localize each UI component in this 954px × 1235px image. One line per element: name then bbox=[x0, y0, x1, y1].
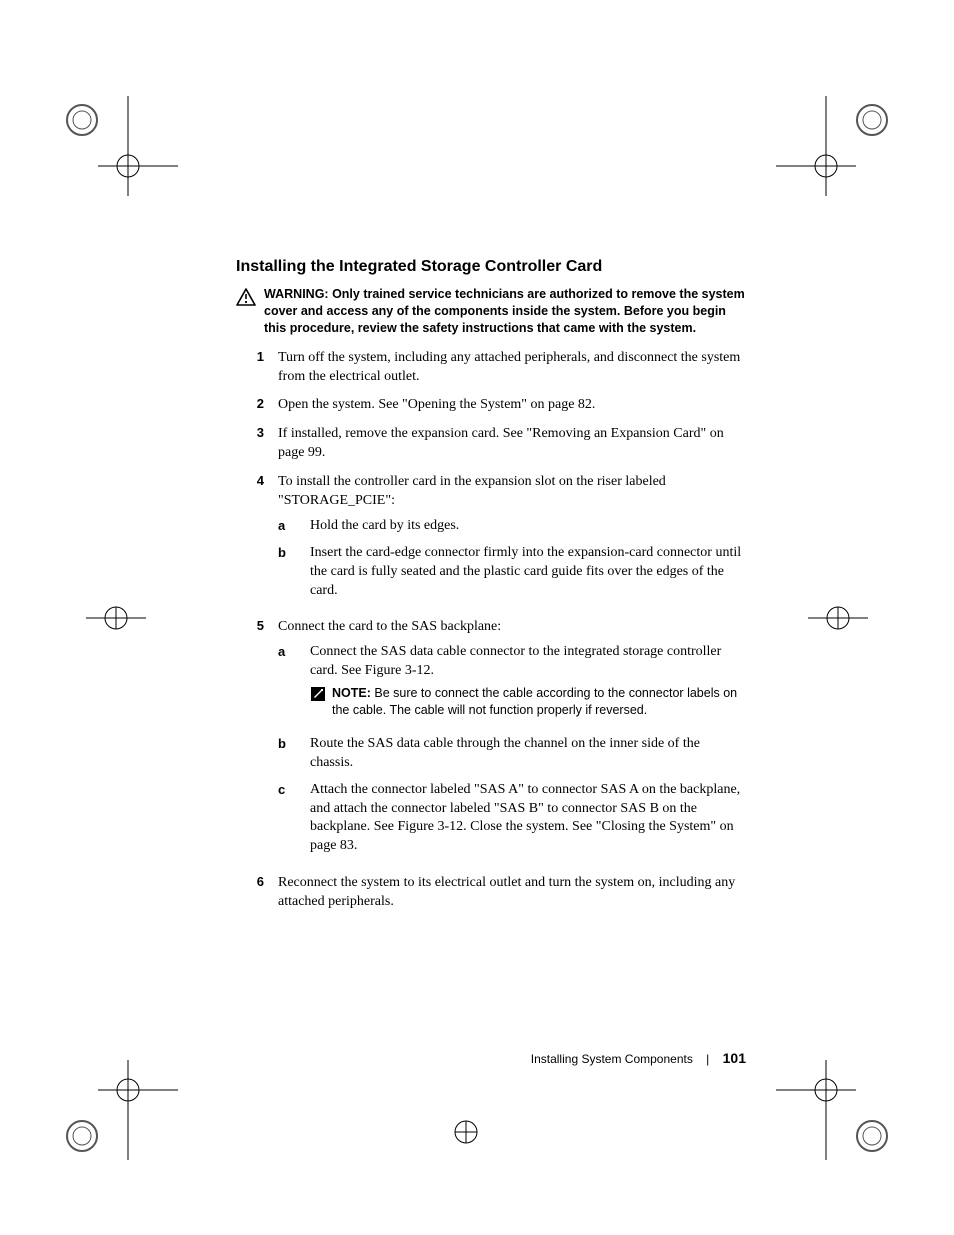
page-footer: Installing System Components | 101 bbox=[236, 1050, 746, 1066]
note-icon bbox=[310, 685, 332, 719]
crop-mark-icon bbox=[58, 1060, 178, 1160]
page-number: 101 bbox=[723, 1050, 746, 1066]
step-4a: Hold the card by its edges. bbox=[278, 517, 746, 536]
warning-body: Only trained service technicians are aut… bbox=[264, 287, 745, 335]
step-text: Connect the card to the SAS backplane: C… bbox=[278, 618, 746, 864]
step-6: Reconnect the system to its electrical o… bbox=[236, 874, 746, 912]
step-5b: Route the SAS data cable through the cha… bbox=[278, 735, 746, 773]
crop-mark-icon bbox=[86, 598, 146, 638]
warning-text: WARNING: Only trained service technician… bbox=[264, 286, 746, 337]
warning-label: WARNING: bbox=[264, 287, 329, 301]
substep-list: Connect the SAS data cable connector to … bbox=[278, 643, 746, 856]
note-text: NOTE: Be sure to connect the cable accor… bbox=[332, 685, 746, 719]
note-block: NOTE: Be sure to connect the cable accor… bbox=[310, 685, 746, 719]
step-4: To install the controller card in the ex… bbox=[236, 473, 746, 608]
footer-separator: | bbox=[706, 1052, 709, 1066]
footer-section: Installing System Components bbox=[531, 1052, 693, 1066]
step-4-lead: To install the controller card in the ex… bbox=[278, 474, 666, 508]
crop-mark-icon bbox=[776, 1060, 896, 1160]
substep-list: Hold the card by its edges. Insert the c… bbox=[278, 517, 746, 601]
step-5-lead: Connect the card to the SAS backplane: bbox=[278, 619, 501, 634]
section-title: Installing the Integrated Storage Contro… bbox=[236, 258, 746, 276]
warning-block: WARNING: Only trained service technician… bbox=[236, 286, 746, 337]
step-5c: Attach the connector labeled "SAS A" to … bbox=[278, 781, 746, 857]
step-1: Turn off the system, including any attac… bbox=[236, 349, 746, 387]
note-label: NOTE: bbox=[332, 686, 371, 700]
substep-text: Connect the SAS data cable connector to … bbox=[310, 643, 746, 727]
step-4b: Insert the card-edge connector firmly in… bbox=[278, 544, 746, 601]
warning-icon bbox=[236, 286, 264, 337]
step-text: If installed, remove the expansion card.… bbox=[278, 425, 746, 463]
substep-text: Attach the connector labeled "SAS A" to … bbox=[310, 781, 746, 857]
note-body: Be sure to connect the cable according t… bbox=[332, 686, 737, 717]
step-text: Turn off the system, including any attac… bbox=[278, 349, 746, 387]
substep-text: Hold the card by its edges. bbox=[310, 517, 746, 536]
step-5a: Connect the SAS data cable connector to … bbox=[278, 643, 746, 727]
substep-text: Insert the card-edge connector firmly in… bbox=[310, 544, 746, 601]
step-text: To install the controller card in the ex… bbox=[278, 473, 746, 608]
page-content: Installing the Integrated Storage Contro… bbox=[236, 258, 746, 922]
crop-mark-icon bbox=[776, 96, 896, 196]
step-3: If installed, remove the expansion card.… bbox=[236, 425, 746, 463]
step-2: Open the system. See "Opening the System… bbox=[236, 396, 746, 415]
crop-mark-icon bbox=[808, 598, 868, 638]
step-5a-text: Connect the SAS data cable connector to … bbox=[310, 644, 721, 678]
crop-mark-icon bbox=[436, 1112, 496, 1152]
step-text: Open the system. See "Opening the System… bbox=[278, 396, 746, 415]
substep-text: Route the SAS data cable through the cha… bbox=[310, 735, 746, 773]
crop-mark-icon bbox=[58, 96, 178, 196]
step-text: Reconnect the system to its electrical o… bbox=[278, 874, 746, 912]
step-list: Turn off the system, including any attac… bbox=[236, 349, 746, 912]
step-5: Connect the card to the SAS backplane: C… bbox=[236, 618, 746, 864]
